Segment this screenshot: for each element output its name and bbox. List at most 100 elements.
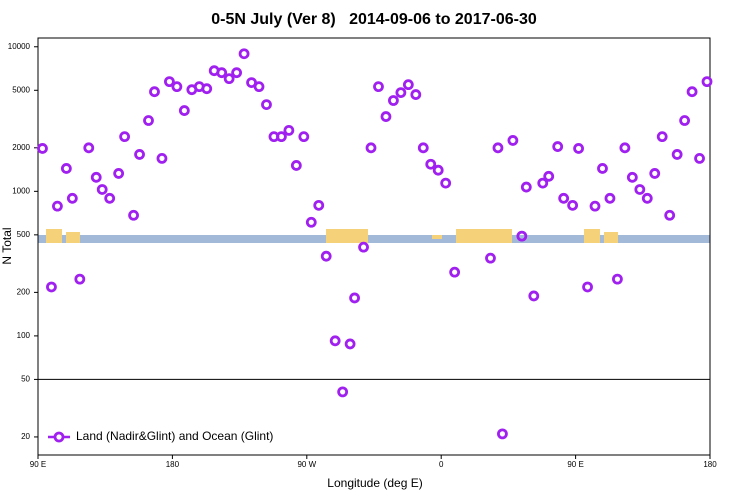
- point: [589, 200, 601, 212]
- point: [664, 209, 676, 221]
- point: [634, 184, 646, 195]
- point: [52, 200, 63, 212]
- point: [290, 160, 302, 171]
- point: [373, 81, 384, 93]
- point: [276, 131, 287, 143]
- point: [528, 290, 540, 302]
- point: [694, 152, 705, 164]
- point: [656, 131, 668, 143]
- point: [619, 142, 631, 154]
- x-tick-label: 90 E: [30, 460, 46, 469]
- point: [380, 111, 392, 122]
- point: [305, 216, 317, 228]
- y-tick-label: 100: [17, 331, 31, 340]
- point: [402, 79, 414, 91]
- point: [604, 192, 616, 204]
- point: [395, 87, 407, 98]
- point: [349, 292, 360, 304]
- point: [516, 230, 528, 242]
- y-tick-label: 2000: [12, 143, 30, 152]
- point: [201, 83, 213, 95]
- point: [90, 171, 102, 183]
- legend-marker: [53, 431, 65, 443]
- point: [96, 184, 108, 195]
- point: [283, 124, 295, 136]
- x-tick-label: 90 E: [567, 460, 583, 469]
- point: [492, 142, 504, 154]
- point: [537, 177, 549, 189]
- point: [440, 177, 452, 189]
- point: [231, 67, 243, 79]
- point: [143, 115, 154, 126]
- point: [337, 386, 349, 398]
- point: [425, 158, 437, 170]
- point: [74, 273, 86, 285]
- point: [449, 266, 461, 278]
- point: [612, 273, 623, 285]
- point: [119, 131, 131, 143]
- point: [83, 142, 95, 154]
- point: [552, 141, 564, 152]
- point: [543, 170, 555, 182]
- y-axis-label: N Total: [0, 227, 14, 264]
- point: [507, 135, 519, 146]
- point: [164, 76, 175, 88]
- point: [313, 199, 325, 211]
- y-tick-label: 1000: [12, 186, 30, 195]
- point: [216, 67, 228, 79]
- point: [388, 95, 399, 106]
- point: [178, 105, 190, 116]
- point: [60, 163, 72, 174]
- point: [171, 81, 183, 93]
- point: [261, 99, 272, 111]
- point: [417, 142, 429, 154]
- point: [320, 250, 332, 262]
- point: [573, 143, 584, 154]
- point: [649, 168, 661, 179]
- legend-label: Land (Nadir&Glint) and Ocean (Glint): [76, 429, 273, 443]
- y-tick-label: 500: [17, 230, 31, 239]
- y-tick-label: 5000: [12, 85, 30, 94]
- point: [365, 142, 377, 154]
- x-axis-label: Longitude (deg E): [327, 476, 422, 490]
- point: [156, 152, 168, 164]
- x-tick-label: 0: [439, 460, 444, 469]
- point: [298, 131, 310, 143]
- point: [104, 192, 116, 204]
- point: [37, 143, 48, 154]
- point: [329, 335, 341, 347]
- x-tick-label: 180: [166, 460, 180, 469]
- y-tick-label: 10000: [8, 42, 31, 51]
- point: [134, 149, 145, 160]
- point: [558, 192, 570, 204]
- x-tick-label: 180: [703, 460, 717, 469]
- point: [686, 86, 698, 98]
- land-ocean-strip: [38, 229, 710, 243]
- point: [128, 209, 139, 221]
- plot-frame: [37, 37, 711, 456]
- point: [410, 89, 422, 100]
- point: [66, 192, 78, 204]
- point: [223, 73, 235, 85]
- y-tick-label: 20: [21, 432, 30, 441]
- point: [149, 86, 160, 98]
- point: [238, 48, 250, 60]
- point: [520, 181, 532, 193]
- point: [113, 168, 125, 179]
- point: [597, 163, 608, 174]
- point: [432, 164, 444, 176]
- point: [358, 241, 369, 253]
- point: [582, 281, 593, 293]
- y-tick-label: 50: [21, 375, 30, 384]
- point: [626, 171, 638, 183]
- point: [567, 199, 579, 211]
- y-tick-label: 200: [17, 287, 31, 296]
- point: [679, 115, 691, 126]
- point: [46, 281, 57, 293]
- point: [344, 338, 356, 350]
- point: [701, 76, 713, 88]
- point: [253, 81, 265, 93]
- chart-title: 0-5N July (Ver 8) 2014-09-06 to 2017-06-…: [211, 11, 537, 28]
- point: [485, 252, 496, 264]
